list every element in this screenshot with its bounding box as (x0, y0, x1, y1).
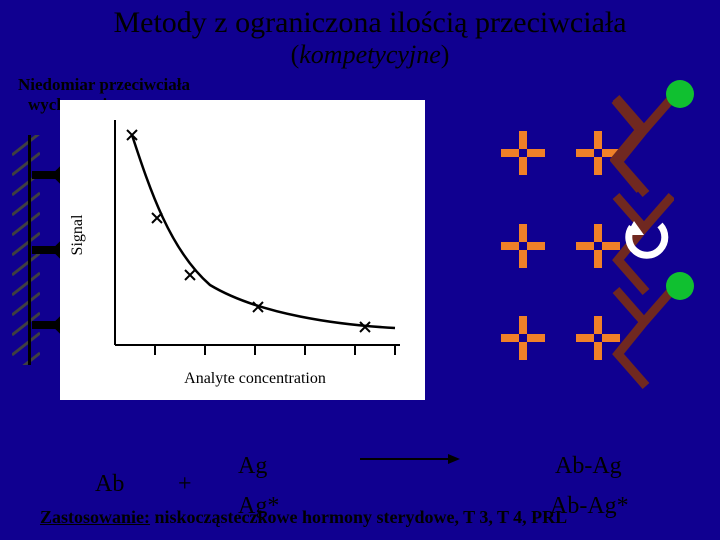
marker-dot-icon (666, 272, 694, 300)
wall-line (28, 135, 31, 365)
antibody-zigzag-icon (610, 282, 674, 392)
reaction-arrow-icon (360, 453, 460, 465)
antigen-icon (495, 125, 551, 181)
subtitle-word: kompetycyjne (299, 40, 440, 69)
marker-dot-icon (666, 80, 694, 108)
application-note: Zastosowanie: niskocząsteczkowe hormony … (40, 507, 690, 528)
chart-ylabel: Signal (69, 214, 86, 255)
curved-arrow-icon (620, 215, 670, 265)
note-line1: Niedomiar przeciwciała (18, 75, 190, 95)
eq-ag: Ag (238, 453, 267, 480)
eq-ab: Ab (95, 471, 124, 498)
footer-label: Zastosowanie: (40, 507, 150, 527)
chart-xlabel: Analyte concentration (184, 370, 326, 387)
antigen-icon (495, 218, 551, 274)
paren-open: ( (291, 40, 300, 69)
page-subtitle: (kompetycyjne) (200, 40, 540, 70)
competition-chart: Signal Analyte concentration (60, 100, 425, 400)
antigen-icon (495, 310, 551, 366)
eq-plus: + (178, 471, 192, 498)
eq-abag: Ab-Ag (555, 453, 622, 480)
chart-svg: Signal Analyte concentration (60, 100, 425, 400)
page-title: Metody z ograniczona ilością przeciwciał… (40, 6, 700, 40)
antibody-zigzag-icon (610, 90, 674, 200)
paren-close: ) (441, 40, 450, 69)
footer-text: niskocząsteczkowe hormony sterydowe, T 3… (150, 507, 567, 527)
